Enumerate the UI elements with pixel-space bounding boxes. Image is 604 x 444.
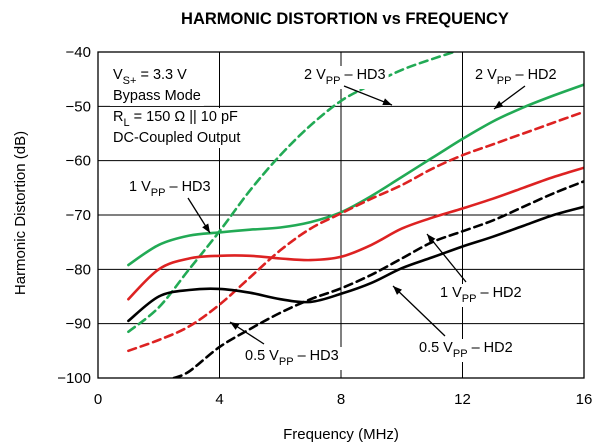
series-label-1-vpp-hd2: 1 VPP – HD2 [440,285,522,305]
x-tick-label: 4 [215,391,223,408]
series-line-0-5-vpp-hd3 [172,180,584,378]
y-tick-label: −60 [66,153,91,170]
x-axis-label: Frequency (MHz) [283,426,399,443]
series-line-1-vpp-hd3 [127,110,584,353]
series-arrow-0-5-vpp-hd3-head [230,322,240,330]
plot-frame [97,51,585,379]
series-label-1-vpp-hd2-background [437,284,525,307]
condition-line-2: Bypass Mode [113,88,201,104]
condition-line-1: VS+ = 3.3 V [113,67,187,87]
y-tick-label: −80 [66,261,91,278]
x-tick-label: 16 [576,391,593,408]
series-label-2-vpp-hd3-background [301,66,389,89]
series-label-0-5-vpp-hd2-background [416,339,516,362]
tick-labels: 0 4 8 12 16 −100 −90 −80 −70 −60 −50 −40 [57,44,592,408]
series-label-2-vpp-hd2: 2 VPP – HD2 [475,67,557,87]
x-tick-label: 8 [337,391,345,408]
series-arrow-1-vpp-hd2-head [427,234,436,244]
series-label-0-5-vpp-hd2: 0.5 VPP – HD2 [419,340,513,360]
condition-line-4-background [110,129,244,148]
y-tick-label: −70 [66,207,91,224]
series-label-1-vpp-hd3: 1 VPP – HD3 [129,179,211,199]
series-line-0-5-vpp-hd2 [127,205,584,323]
y-tick-label: −40 [66,44,91,61]
series-label-2-vpp-hd3: 2 VPP – HD3 [304,67,386,87]
grid-lines [98,52,584,378]
series-arrow-2-vpp-hd2-head [494,100,504,109]
condition-line-2-background [110,87,204,106]
series-label-0-5-vpp-hd3: 0.5 VPP – HD3 [245,348,339,368]
series-arrow-1-vpp-hd3-head [202,223,210,233]
y-tick-label: −50 [66,98,91,115]
x-tick-label: 12 [454,391,471,408]
series-label-0-5-vpp-hd3-background [242,347,342,370]
x-tick-label: 0 [94,391,102,408]
chart-title: HARMONIC DISTORTION vs FREQUENCY [181,10,509,28]
y-axis-label: Harmonic Distortion (dB) [12,131,29,295]
series-arrow-0-5-vpp-hd2 [392,285,446,337]
series-arrow-1-vpp-hd2 [426,233,467,283]
series-arrow-2-vpp-hd3-head [382,98,392,106]
series-layer [127,52,584,378]
series-line-1-vpp-hd2 [127,166,584,301]
y-tick-label: −100 [57,370,91,387]
condition-line-1-background [110,66,191,89]
condition-line-4: DC-Coupled Output [113,130,240,146]
condition-line-3-background [110,108,242,131]
y-tick-label: −90 [66,316,91,333]
series-label-2-vpp-hd2-background [472,66,560,89]
series-line-2-vpp-hd3 [127,52,459,334]
series-label-1-vpp-hd3-background [126,178,214,201]
series-arrow-0-5-vpp-hd2-head [393,286,402,295]
condition-line-3: RL = 150 Ω || 10 pF [113,109,238,129]
